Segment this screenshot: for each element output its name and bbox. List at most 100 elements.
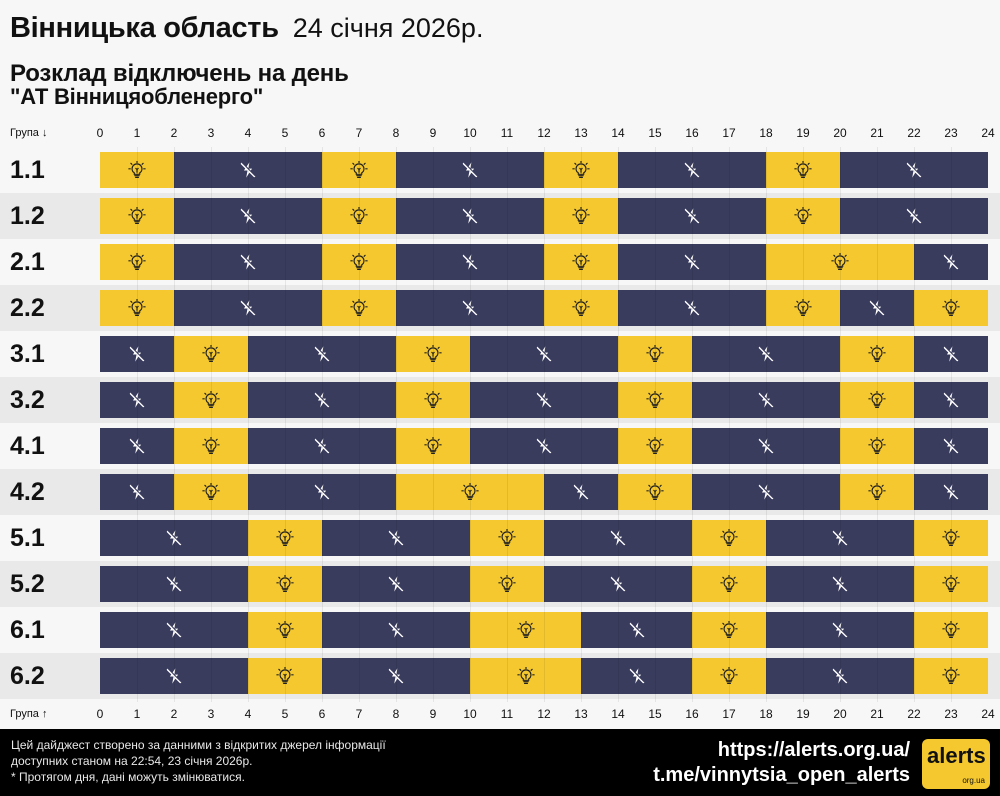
date-title: 24 січня 2026р. xyxy=(292,13,484,43)
power-off-segment xyxy=(914,336,988,372)
power-off-segment xyxy=(766,566,914,602)
lightbulb-icon xyxy=(720,529,738,546)
hour-axis-top: Група ↓ 0 1 2 3 4 5 6 7 8 9 10 11 12 13 14 15 16 17 18 19 20… xyxy=(0,124,1000,144)
hour-tick-label: 15 xyxy=(648,707,662,721)
hour-tick-label: 23 xyxy=(944,707,958,721)
lightbulb-icon xyxy=(572,161,590,178)
hour-tick-label: 24 xyxy=(981,707,995,721)
group-column-label-top: Група ↓ xyxy=(10,127,48,139)
power-on-segment xyxy=(766,244,914,280)
power-on-segment xyxy=(766,198,840,234)
power-off-icon xyxy=(240,300,256,316)
hour-gridline xyxy=(359,147,360,702)
hour-tick-label: 2 xyxy=(170,707,178,721)
hour-tick-label: 21 xyxy=(870,126,884,140)
power-off-segment xyxy=(581,658,692,694)
lightbulb-icon xyxy=(646,483,664,500)
power-off-icon xyxy=(832,530,848,546)
telegram-link[interactable]: t.me/vinnytsia_open_alerts xyxy=(653,764,910,786)
power-off-segment xyxy=(396,152,544,188)
lightbulb-icon xyxy=(128,207,146,224)
lightbulb-icon xyxy=(868,483,886,500)
power-on-segment xyxy=(396,428,470,464)
footer: Цей дайджест створено за данними з відкр… xyxy=(0,729,1000,796)
lightbulb-icon xyxy=(794,161,812,178)
hour-tick-label: 24 xyxy=(981,126,995,140)
power-on-segment xyxy=(618,336,692,372)
hour-gridline xyxy=(766,147,767,702)
hour-tick-label: 3 xyxy=(207,707,215,721)
hour-tick-label: 9 xyxy=(429,126,437,140)
lightbulb-icon xyxy=(572,207,590,224)
alerts-logo: alerts org.ua xyxy=(922,739,990,789)
power-off-icon xyxy=(943,438,959,454)
power-off-segment xyxy=(766,520,914,556)
lightbulb-icon xyxy=(720,621,738,638)
hour-gridline xyxy=(322,147,323,702)
power-off-segment xyxy=(914,244,988,280)
power-on-segment xyxy=(100,152,174,188)
power-on-segment xyxy=(544,152,618,188)
power-off-segment xyxy=(618,198,766,234)
hour-tick-label: 10 xyxy=(463,126,477,140)
power-off-icon xyxy=(240,162,256,178)
power-off-segment xyxy=(248,336,396,372)
power-off-icon xyxy=(166,622,182,638)
power-off-segment xyxy=(581,612,692,648)
power-off-icon xyxy=(906,208,922,224)
group-row: 2.1 xyxy=(0,239,1000,285)
hour-tick-label: 9 xyxy=(429,707,437,721)
lightbulb-icon xyxy=(498,529,516,546)
power-on-segment xyxy=(470,658,581,694)
lightbulb-icon xyxy=(350,299,368,316)
group-row: 1.2 xyxy=(0,193,1000,239)
group-label: 1.2 xyxy=(10,202,45,230)
power-on-segment xyxy=(470,566,544,602)
power-off-icon xyxy=(758,438,774,454)
hour-tick-label: 4 xyxy=(244,126,252,140)
power-off-icon xyxy=(684,208,700,224)
power-off-segment xyxy=(914,474,988,510)
group-row: 5.2 xyxy=(0,561,1000,607)
group-column-label-bottom: Група ↑ xyxy=(10,708,48,720)
power-on-segment xyxy=(914,520,988,556)
title-block: Вінницька область 24 січня 2026р. xyxy=(10,12,990,45)
hour-tick-label: 20 xyxy=(833,707,847,721)
power-off-segment xyxy=(248,428,396,464)
power-off-segment xyxy=(766,658,914,694)
power-off-icon xyxy=(388,668,404,684)
hour-tick-label: 8 xyxy=(392,707,400,721)
hour-gridline xyxy=(729,147,730,702)
power-off-icon xyxy=(240,208,256,224)
power-on-segment xyxy=(766,152,840,188)
website-link[interactable]: https://alerts.org.ua/ xyxy=(717,739,910,761)
hour-tick-label: 5 xyxy=(281,707,289,721)
power-on-segment xyxy=(322,290,396,326)
hour-tick-label: 13 xyxy=(574,126,588,140)
power-on-segment xyxy=(470,520,544,556)
lightbulb-icon xyxy=(942,529,960,546)
power-on-segment xyxy=(396,336,470,372)
hour-tick-label: 2 xyxy=(170,126,178,140)
schedule-subtitle: Розклад відключень на день xyxy=(10,60,349,87)
lightbulb-icon xyxy=(942,621,960,638)
hour-tick-label: 1 xyxy=(133,707,141,721)
hour-tick-label: 10 xyxy=(463,707,477,721)
power-off-icon xyxy=(166,530,182,546)
lightbulb-icon xyxy=(720,667,738,684)
logo-text: alerts xyxy=(927,743,986,768)
power-on-segment xyxy=(840,382,914,418)
power-off-segment xyxy=(914,428,988,464)
hour-tick-label: 17 xyxy=(722,126,736,140)
outage-schedule-grid: 1.1 1.2 2.1 2.2 3.1 3.2 4.1 4.2 5.1 5.2 6.1 6.2 xyxy=(0,147,1000,702)
hour-gridline xyxy=(914,147,915,702)
power-on-segment xyxy=(322,244,396,280)
lightbulb-icon xyxy=(461,483,479,500)
power-on-segment xyxy=(396,474,544,510)
lightbulb-icon xyxy=(276,575,294,592)
power-on-segment xyxy=(100,198,174,234)
hour-tick-label: 18 xyxy=(759,126,773,140)
lightbulb-icon xyxy=(516,621,535,638)
lightbulb-icon xyxy=(202,345,220,362)
power-on-segment xyxy=(692,566,766,602)
